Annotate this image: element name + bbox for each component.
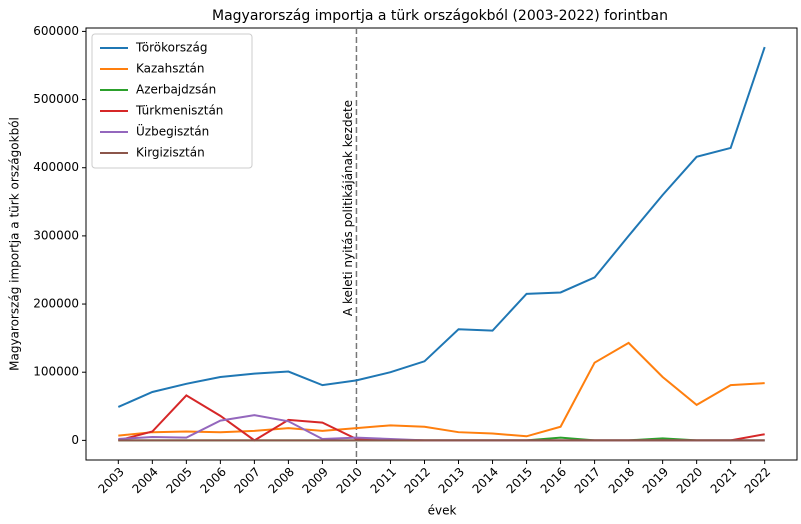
x-tick-label: 2012 bbox=[402, 465, 433, 496]
x-tick-label: 2014 bbox=[470, 465, 501, 496]
x-axis-label: évek bbox=[428, 504, 457, 518]
x-tick-label: 2004 bbox=[129, 465, 160, 496]
y-tick-label: 500000 bbox=[33, 92, 79, 106]
x-tick-label: 2020 bbox=[674, 465, 705, 496]
y-tick-label: 600000 bbox=[33, 24, 79, 38]
y-tick-label: 200000 bbox=[33, 297, 79, 311]
legend-box bbox=[91, 33, 253, 169]
plot-frame bbox=[85, 27, 798, 461]
x-tick-label: 2019 bbox=[640, 465, 671, 496]
legend-label: Üzbegisztán bbox=[136, 123, 209, 139]
legend-label: Azerbajdzsán bbox=[136, 83, 216, 97]
x-tick-label: 2009 bbox=[300, 465, 331, 496]
x-tick-label: 2022 bbox=[742, 465, 773, 496]
y-tick-label: 100000 bbox=[33, 365, 79, 379]
x-tick-label: 2010 bbox=[334, 465, 365, 496]
x-tick-label: 2016 bbox=[538, 465, 569, 496]
legend-label: Kazahsztán bbox=[136, 62, 204, 76]
y-tick-label: 0 bbox=[71, 433, 79, 447]
legend-label: Türkmenisztán bbox=[135, 104, 223, 118]
series-line bbox=[118, 341, 765, 438]
y-tick-label: 400000 bbox=[33, 160, 79, 174]
y-tick-label: 300000 bbox=[33, 228, 79, 242]
legend-label: Törökország bbox=[135, 41, 207, 55]
x-tick-label: 2017 bbox=[572, 465, 603, 496]
legend-label: Kirgizisztán bbox=[136, 146, 205, 160]
x-tick-label: 2011 bbox=[368, 465, 399, 496]
x-tick-label: 2003 bbox=[95, 465, 126, 496]
series-line bbox=[117, 46, 766, 408]
x-tick-label: 2005 bbox=[163, 465, 194, 496]
chart-title: Magyarország importja a türk országokból… bbox=[212, 8, 668, 24]
x-tick-label: 2015 bbox=[504, 465, 535, 496]
x-tick-label: 2007 bbox=[231, 465, 262, 496]
annotation: A keleti nyitás politikájának kezdete bbox=[341, 100, 355, 316]
x-tick-label: 2021 bbox=[708, 465, 739, 496]
x-tick-label: 2018 bbox=[606, 465, 637, 496]
y-axis-label: Magyarország importja a türk országokból bbox=[8, 117, 22, 371]
x-tick-label: 2006 bbox=[197, 465, 228, 496]
x-tick-label: 2013 bbox=[436, 465, 467, 496]
series-line bbox=[118, 394, 765, 442]
x-tick-label: 2008 bbox=[266, 465, 297, 496]
series-line bbox=[118, 414, 765, 442]
